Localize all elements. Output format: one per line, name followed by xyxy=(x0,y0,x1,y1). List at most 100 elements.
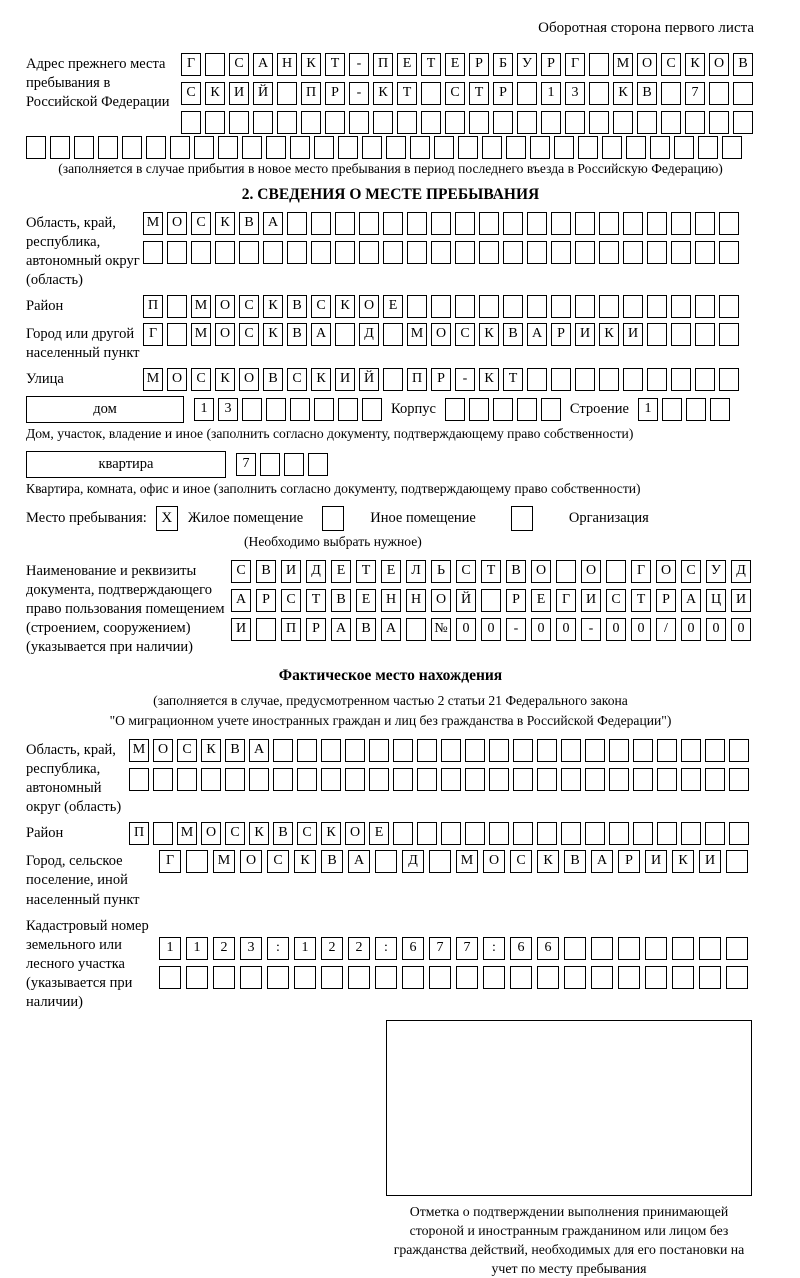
char-cell xyxy=(287,240,307,264)
actual-region-block: Область, край, республика, автономный ок… xyxy=(26,738,755,818)
char-cell xyxy=(623,240,643,264)
actual-title: Фактическое место нахождения xyxy=(278,667,503,685)
char-cell xyxy=(429,850,451,874)
char-cell xyxy=(623,368,643,392)
char-cell xyxy=(726,965,748,989)
char-cell: О xyxy=(656,559,676,583)
char-cell: 7 xyxy=(429,936,451,960)
char-cell xyxy=(599,368,619,392)
stamp-caption: Отметка о подтверждении выполнения прини… xyxy=(393,1204,745,1277)
char-cell: О xyxy=(215,323,235,347)
char-cell xyxy=(143,240,163,264)
char-cell: Н xyxy=(406,588,426,612)
char-cell xyxy=(345,767,365,791)
char-cell xyxy=(726,936,748,960)
char-cell xyxy=(321,738,341,762)
char-cell xyxy=(541,111,561,134)
char-cell xyxy=(465,767,485,791)
form-page: Оборотная сторона первого листа Адрес пр… xyxy=(26,20,755,1276)
char-cell: 0 xyxy=(631,617,651,641)
char-cell xyxy=(719,368,739,392)
char-cell: 1 xyxy=(541,82,561,105)
char-cell xyxy=(633,822,653,846)
char-cell xyxy=(205,53,225,76)
char-cell xyxy=(609,738,629,762)
char-cell xyxy=(431,211,451,235)
char-cell: 0 xyxy=(606,617,626,641)
char-cell: Й xyxy=(359,368,379,392)
char-cell xyxy=(647,368,667,392)
char-cell: К xyxy=(201,738,221,762)
char-cell: О xyxy=(201,822,221,846)
char-cell: К xyxy=(672,850,694,874)
char-cell xyxy=(661,398,682,422)
checkbox-organization xyxy=(510,505,533,531)
char-cell xyxy=(311,240,331,264)
char-cell xyxy=(681,822,701,846)
char-cell xyxy=(709,82,729,105)
char-cell: Н xyxy=(381,588,401,612)
char-cell xyxy=(429,965,451,989)
char-cell xyxy=(681,767,701,791)
char-cell: К xyxy=(373,82,393,105)
char-cell xyxy=(213,965,235,989)
char-cell: Т xyxy=(469,82,489,105)
char-cell xyxy=(695,323,715,347)
char-cell xyxy=(633,767,653,791)
char-cell xyxy=(674,136,694,159)
char-cell: П xyxy=(143,295,163,319)
actual-region-label: Область, край, республика, автономный ок… xyxy=(26,741,122,816)
char-cell xyxy=(267,965,289,989)
char-cell xyxy=(465,738,485,762)
char-cell xyxy=(489,822,509,846)
char-cell xyxy=(50,136,70,159)
char-cell: В xyxy=(263,368,283,392)
char-cell xyxy=(186,965,208,989)
char-cell xyxy=(468,398,489,422)
char-cell xyxy=(369,767,389,791)
char-cell xyxy=(729,822,749,846)
char-cell xyxy=(585,767,605,791)
char-cell xyxy=(277,82,297,105)
char-cell xyxy=(482,136,502,159)
char-cell: Е xyxy=(445,53,465,76)
char-cell xyxy=(503,295,523,319)
char-cell xyxy=(575,368,595,392)
char-cell xyxy=(647,295,667,319)
char-cell xyxy=(338,136,358,159)
char-cell xyxy=(26,136,46,159)
char-cell xyxy=(445,111,465,134)
char-cell xyxy=(695,295,715,319)
char-cell xyxy=(565,111,585,134)
char-cell xyxy=(349,111,369,134)
char-cell xyxy=(421,111,441,134)
char-cell: Г xyxy=(565,53,585,76)
char-cell: К xyxy=(479,323,499,347)
char-cell xyxy=(239,240,259,264)
char-cell: А xyxy=(253,53,273,76)
region-row-2 xyxy=(143,240,739,264)
char-cell xyxy=(393,822,413,846)
char-cell: К xyxy=(263,295,283,319)
char-cell: С xyxy=(455,323,475,347)
char-cell xyxy=(146,136,166,159)
char-cell xyxy=(483,965,505,989)
checkbox-other-premises xyxy=(322,505,345,531)
char-cell xyxy=(201,767,221,791)
char-cell: Й xyxy=(456,588,476,612)
apartment-cells: 7 xyxy=(236,453,328,477)
char-cell xyxy=(335,240,355,264)
char-cell: К xyxy=(263,323,283,347)
char-cell: Т xyxy=(356,559,376,583)
char-cell: 0 xyxy=(706,617,726,641)
char-cell xyxy=(407,295,427,319)
char-cell: С xyxy=(445,82,465,105)
char-cell xyxy=(657,767,677,791)
char-cell: Р xyxy=(431,368,451,392)
char-cell xyxy=(602,136,622,159)
char-cell xyxy=(314,398,334,422)
char-cell xyxy=(393,767,413,791)
document-label: Наименование и реквизиты документа, подт… xyxy=(26,562,225,656)
